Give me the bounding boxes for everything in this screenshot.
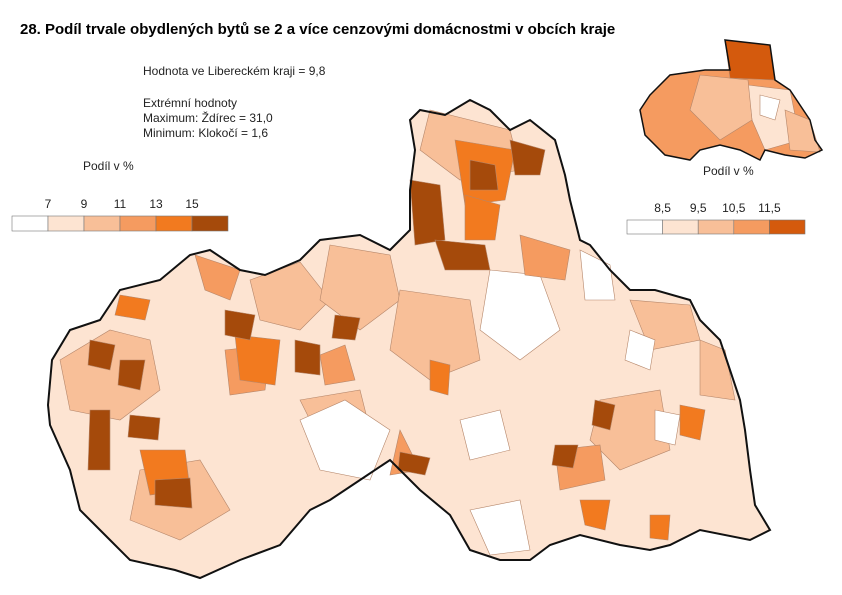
extremes-heading: Extrémní hodnoty xyxy=(143,96,237,110)
legend-tick-label: 9,5 xyxy=(690,201,707,215)
municipality xyxy=(464,194,501,241)
municipality xyxy=(249,261,331,331)
minimum: Minimum: Klokočí = 1,6 xyxy=(143,126,268,140)
district xyxy=(784,109,821,153)
legend-title: Podíl v % xyxy=(703,164,754,178)
municipality xyxy=(299,399,391,481)
municipality xyxy=(509,139,546,176)
legend-tick-label: 13 xyxy=(149,197,163,211)
legend-swatch xyxy=(155,215,193,232)
maximum: Maximum: Ždírec = 31,0 xyxy=(143,110,273,125)
legend-swatch xyxy=(191,215,229,232)
municipality xyxy=(319,344,356,386)
legend-tick-label: 9 xyxy=(81,197,88,211)
municipality xyxy=(459,409,511,461)
region-border xyxy=(639,39,824,162)
region-value: Hodnota ve Libereckém kraji = 9,8 xyxy=(143,64,326,78)
municipality xyxy=(294,339,321,376)
municipality xyxy=(154,477,193,509)
municipality xyxy=(87,339,116,371)
region-map xyxy=(46,98,772,580)
municipality xyxy=(624,329,656,371)
legend-tick-label: 11 xyxy=(114,197,127,211)
municipality xyxy=(319,244,401,331)
municipality xyxy=(117,359,146,391)
municipality xyxy=(114,294,151,321)
region-border xyxy=(46,98,772,580)
map-title: 28. Podíl trvale obydlených bytů se 2 a … xyxy=(20,21,615,38)
municipality xyxy=(519,234,571,281)
legend-tick-label: 15 xyxy=(185,197,199,211)
legend-tick-label: 11,5 xyxy=(758,201,781,215)
municipality xyxy=(194,254,241,301)
legend-title: Podíl v % xyxy=(83,159,134,173)
legend-tick-label: 7 xyxy=(45,197,52,211)
municipality xyxy=(127,414,161,441)
district xyxy=(724,39,776,81)
district xyxy=(689,74,753,141)
municipality xyxy=(579,249,616,301)
municipality xyxy=(469,159,499,191)
municipality xyxy=(429,359,451,396)
municipality xyxy=(87,409,111,471)
municipality xyxy=(331,314,361,341)
district-map xyxy=(639,39,824,162)
municipality xyxy=(551,444,579,469)
municipality xyxy=(234,334,281,386)
municipality xyxy=(654,409,681,446)
municipality xyxy=(409,179,446,246)
municipality xyxy=(397,451,431,476)
legend-swatch xyxy=(119,215,157,232)
legend-tick-label: 8,5 xyxy=(654,201,671,215)
district xyxy=(759,94,781,121)
municipality xyxy=(59,329,161,421)
legends: 7 9 11 13 15 8,5 9,5 10,5 11,5 xyxy=(11,197,806,235)
legend-swatch xyxy=(769,219,806,235)
legend-swatch xyxy=(697,219,735,235)
municipality xyxy=(679,404,706,441)
municipality xyxy=(699,339,736,401)
municipality xyxy=(389,289,481,381)
legend-tick-label: 10,5 xyxy=(722,201,746,215)
municipality xyxy=(649,514,671,541)
legend-swatch xyxy=(733,219,770,235)
legend-swatch xyxy=(47,215,85,232)
municipality xyxy=(591,399,616,431)
legend-swatch xyxy=(662,219,699,235)
legend-swatch xyxy=(626,219,663,235)
legend-swatch xyxy=(11,215,49,232)
municipality xyxy=(434,239,491,271)
municipality xyxy=(579,499,611,531)
municipality xyxy=(224,309,256,341)
municipality xyxy=(469,499,531,556)
legend-swatch xyxy=(83,215,121,232)
